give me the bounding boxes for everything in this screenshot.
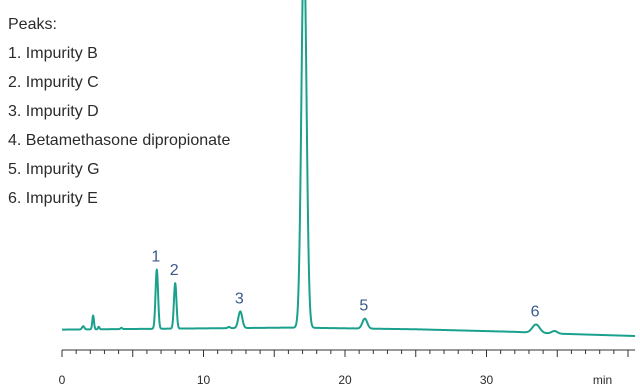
x-tick-label: 10: [197, 373, 211, 387]
peak-label-3: 3: [235, 290, 244, 307]
peaks-legend: Peaks: 1. Impurity B 2. Impurity C 3. Im…: [8, 10, 230, 213]
x-tick-label: 30: [480, 373, 494, 387]
x-tick-label: 20: [338, 373, 352, 387]
legend-title: Peaks:: [8, 16, 57, 33]
peak-label-5: 5: [359, 298, 368, 315]
legend-item-3: 3. Impurity D: [8, 103, 99, 120]
peak-labels: 12 3 5 6: [151, 249, 539, 321]
x-axis-label: min: [593, 373, 612, 387]
peak-label-6: 6: [531, 303, 540, 320]
legend-item-4: 4. Betamethasone dipropionate: [8, 132, 231, 149]
peak-label-1: 1: [151, 249, 160, 266]
legend-item-5: 5. Impurity G: [8, 161, 100, 178]
chromatogram-trace: [61, 0, 636, 337]
legend-item-6: 6. Impurity E: [8, 190, 98, 207]
x-tick-label: 0: [59, 373, 66, 387]
x-axis: 0 10 20 30 min: [59, 349, 636, 387]
legend-item-2: 2. Impurity C: [8, 74, 99, 91]
peak-label-2: 2: [170, 262, 179, 279]
legend-item-1: 1. Impurity B: [8, 45, 98, 62]
